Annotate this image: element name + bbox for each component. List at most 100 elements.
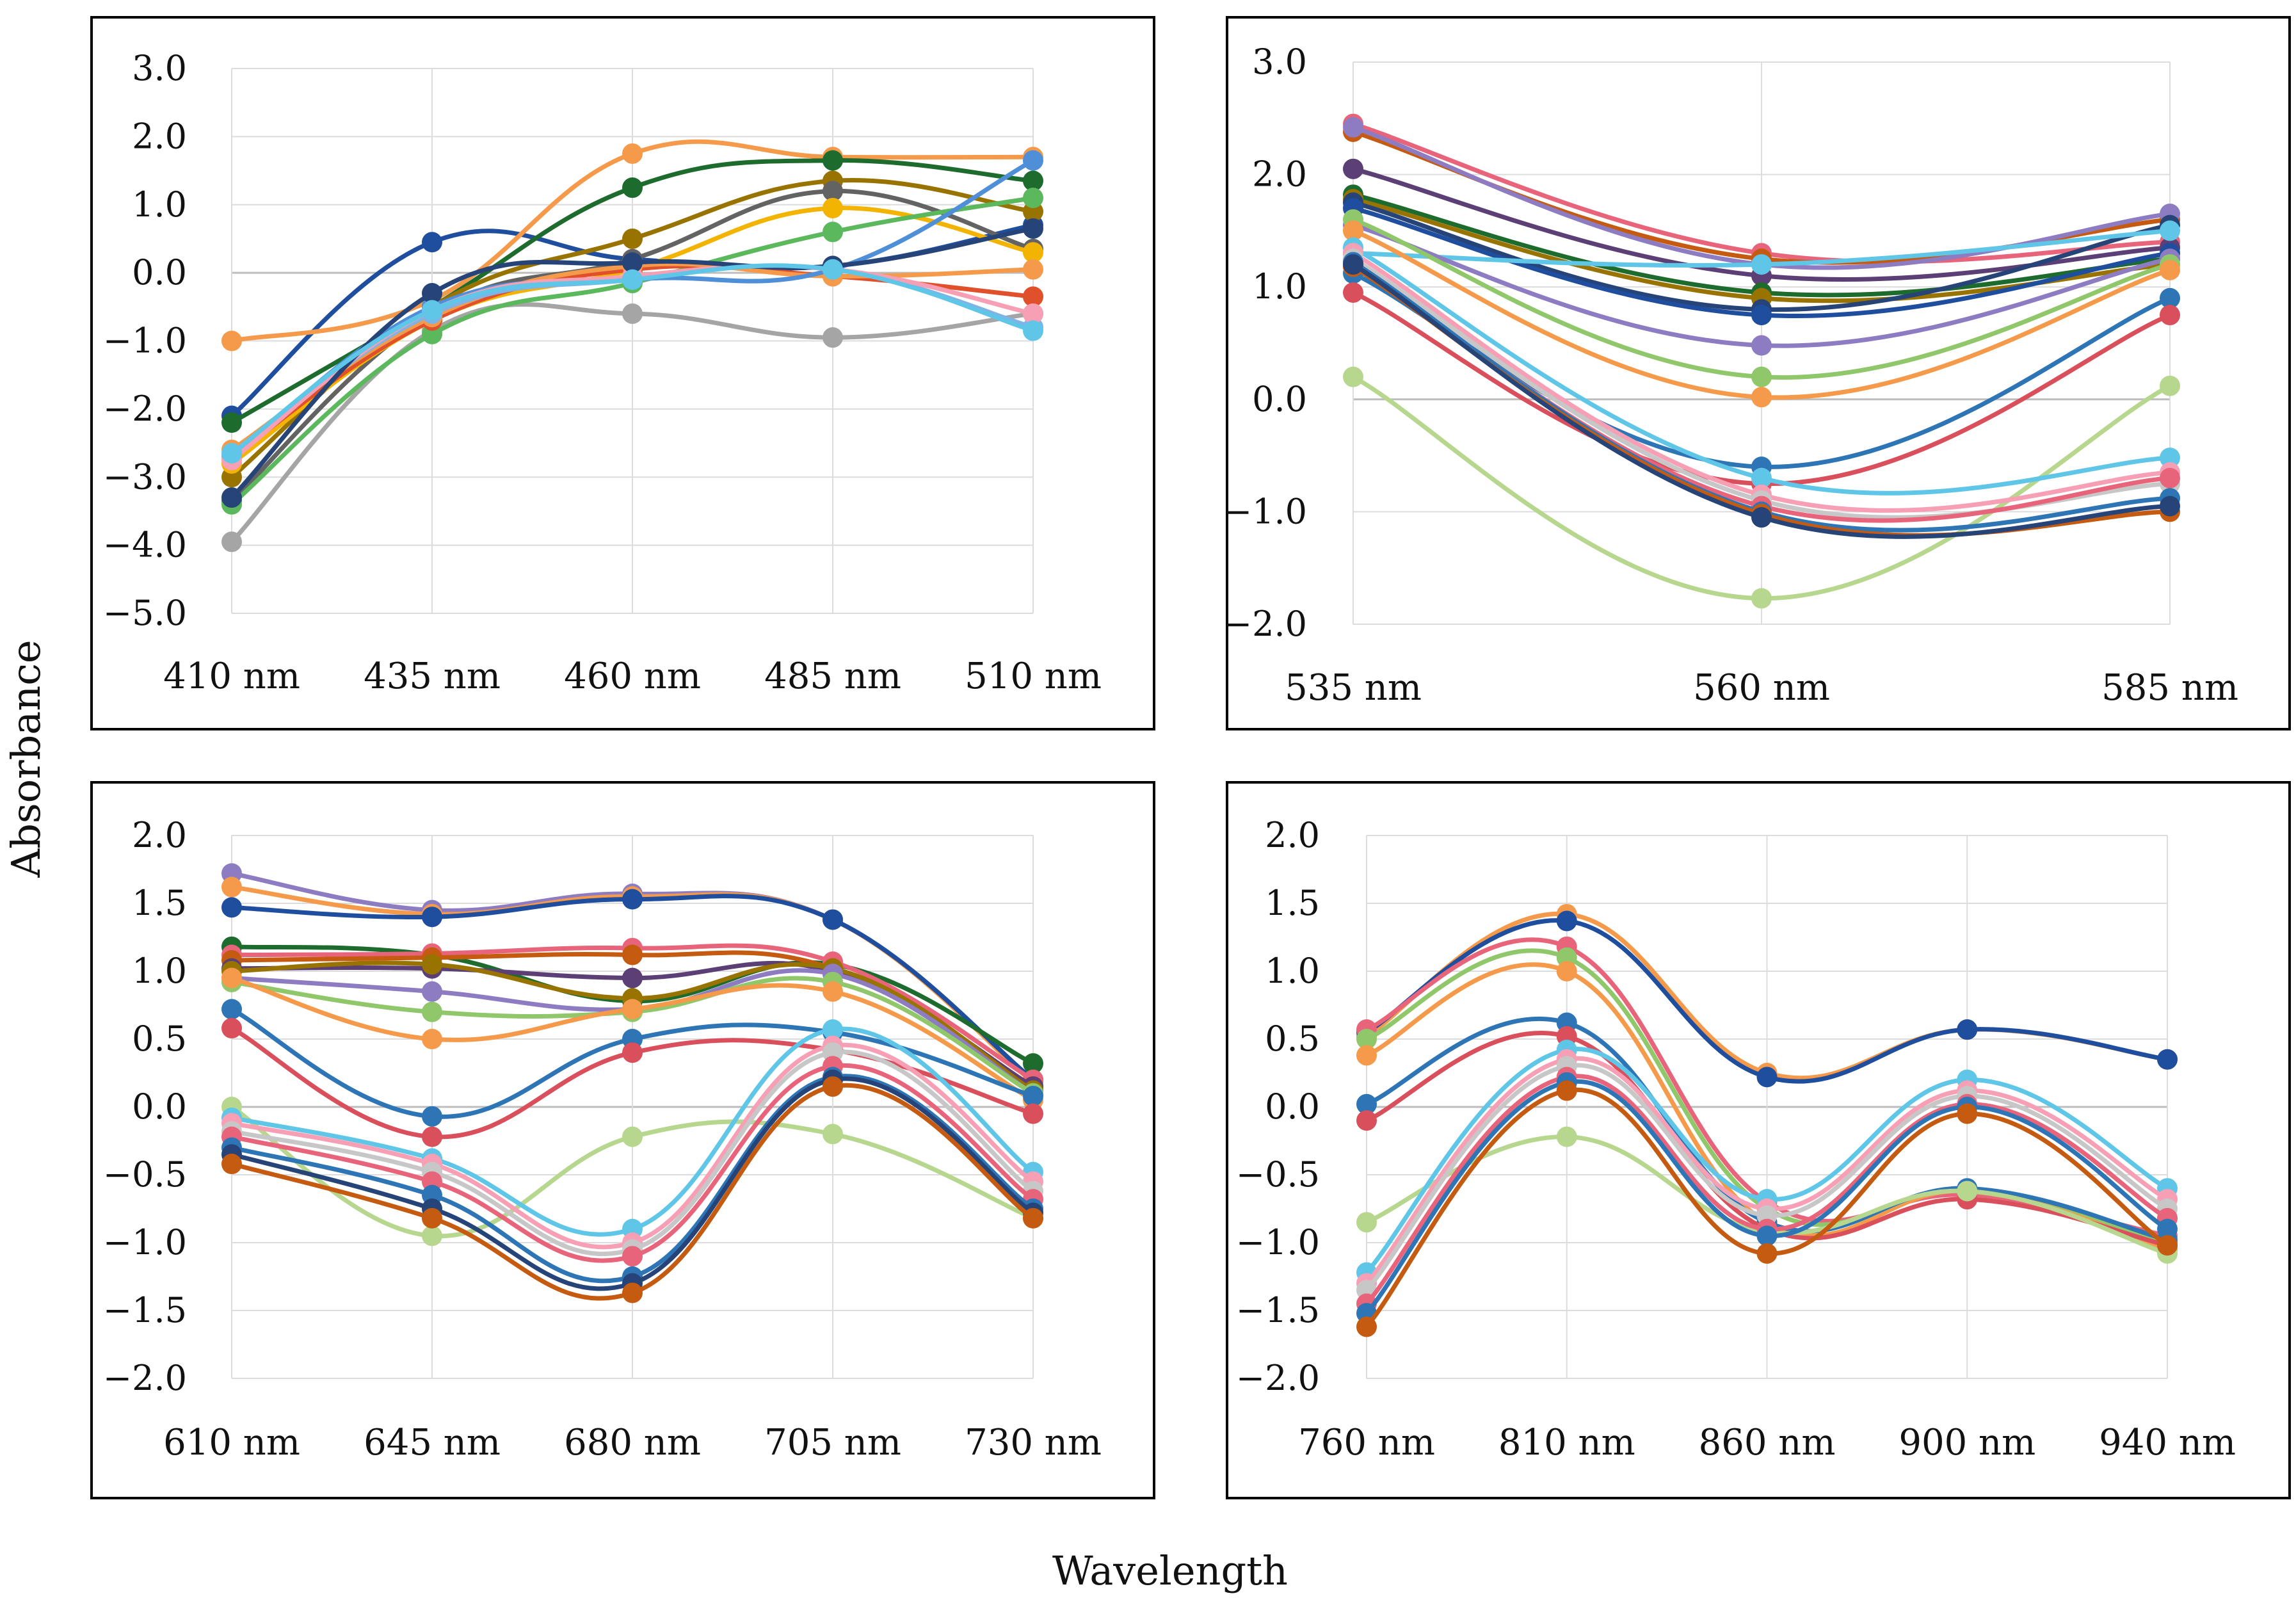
x-tick-label: 705 nm [764, 1422, 901, 1464]
x-tick-label: 410 nm [163, 656, 300, 697]
series-13-point-4 [1023, 1103, 1043, 1124]
x-axis-title: Wavelength [1052, 1547, 1288, 1594]
series-2-point-2 [1756, 1067, 1778, 1088]
y-tick-label: 1.5 [1265, 883, 1320, 923]
y-tick-label: −2.0 [1236, 1358, 1320, 1398]
y-tick-label: −1.0 [103, 1222, 187, 1262]
series-line-11 [1364, 1063, 2170, 1293]
series-9-point-2 [2160, 220, 2180, 241]
y-tick-label: −5.0 [103, 593, 187, 633]
series-3-point-0 [221, 531, 242, 552]
series-line-14 [229, 226, 1036, 500]
series-12-point-1 [1751, 387, 1772, 408]
series-14-point-2 [2160, 305, 2180, 326]
series-22-point-1 [1751, 507, 1772, 528]
series-13-point-2 [622, 1042, 643, 1063]
series-3-point-3 [823, 327, 843, 348]
series-22-point-2 [2160, 496, 2180, 517]
series-15-point-1 [422, 300, 442, 321]
chart-panels: 3.0 2.0 1.0 0.0 −1.0 −2.0 −3.0 −4.0 −5.0 410 nm 43… [90, 16, 2291, 1499]
series-3-point-0 [221, 897, 242, 918]
x-tick-label: 810 nm [1498, 1422, 1635, 1464]
series-7-point-2 [622, 967, 643, 988]
series-group [1343, 113, 2180, 609]
series-11-point-3 [823, 981, 843, 1002]
series-8-point-3 [823, 222, 843, 243]
series-line-3 [229, 302, 1036, 544]
series-4-point-4 [1023, 170, 1043, 191]
series-8-point-1 [1556, 1126, 1577, 1147]
series-15-point-2 [2160, 375, 2180, 396]
x-tick-label: 585 nm [2101, 667, 2238, 709]
series-line-3 [1364, 937, 2170, 1238]
series-5-point-2 [622, 228, 643, 249]
series-2-point-0 [221, 330, 242, 351]
series-13-point-0 [221, 1018, 242, 1039]
series-13-point-4 [1023, 303, 1043, 324]
series-line-21 [229, 1083, 1036, 1301]
series-18-point-2 [622, 1246, 643, 1267]
y-tick-label: −4.0 [103, 525, 187, 565]
series-13-point-1 [422, 1126, 442, 1147]
series-5-point-0 [1356, 1045, 1377, 1066]
series-5-point-1 [1556, 961, 1577, 981]
series-3-point-1 [422, 907, 442, 928]
y-tick-label: −2.0 [103, 1358, 187, 1398]
series-11-point-4 [1023, 150, 1043, 171]
y-tick-label: −1.5 [1236, 1290, 1320, 1330]
series-14-point-2 [1756, 1243, 1778, 1264]
series-4-point-4 [1023, 1053, 1043, 1074]
series-21-point-0 [221, 1154, 242, 1175]
series-3-point-3 [823, 909, 843, 930]
series-21-point-1 [422, 1207, 442, 1229]
series-6-point-0 [1356, 1093, 1377, 1115]
series-4-point-0 [1343, 158, 1363, 179]
series-14-point-4 [1023, 218, 1043, 239]
y-tick-label: 2.0 [132, 116, 187, 156]
series-2-point-1 [1556, 910, 1577, 932]
series-21-point-4 [1023, 1207, 1043, 1229]
series-6-point-3 [823, 181, 843, 202]
series-line-19 [229, 1074, 1036, 1284]
y-tick-label: −1.5 [103, 1290, 187, 1330]
x-tick-label: 485 nm [764, 656, 901, 697]
series-14-point-0 [1343, 282, 1363, 303]
series-15-point-1 [1751, 588, 1772, 609]
y-tick-label: 0.5 [1265, 1019, 1320, 1059]
x-tick-label: 680 nm [564, 1422, 701, 1464]
y-tick-label: −0.5 [103, 1154, 187, 1195]
series-line-3 [229, 894, 1036, 1083]
y-tick-label: 1.0 [132, 184, 187, 225]
series-3-point-0 [1343, 117, 1363, 138]
series-line-7 [1364, 1030, 2170, 1248]
chart-panel-bottom-left: 2.0 1.5 1.0 0.5 0.0 −0.5 −1.0 −1.5 −2.0 610 nm 645… [90, 781, 1155, 1499]
y-tick-label: −2.0 [1223, 604, 1307, 644]
series-line-9 [1364, 1046, 2170, 1275]
series-2-point-0 [221, 876, 242, 898]
series-group [221, 139, 1043, 552]
series-21-point-3 [823, 1076, 843, 1097]
series-4-point-2 [622, 177, 643, 198]
x-tick-label: 535 nm [1285, 667, 1422, 709]
series-10-point-4 [1023, 259, 1043, 280]
series-13-point-2 [1756, 1225, 1778, 1246]
x-tick-label: 610 nm [163, 1422, 300, 1464]
series-8-point-1 [422, 954, 442, 975]
series-line-4 [229, 158, 1036, 425]
x-tick-label: 560 nm [1693, 667, 1830, 709]
series-13-point-2 [2160, 287, 2180, 309]
y-tick-label: 3.0 [132, 48, 187, 88]
series-2-point-4 [2157, 1049, 2178, 1070]
series-line-8 [229, 195, 1036, 507]
series-4-point-0 [221, 412, 242, 433]
y-tick-label: 0.0 [1252, 379, 1307, 419]
series-14-point-3 [823, 1124, 843, 1145]
series-12-point-1 [422, 1106, 442, 1127]
series-12-point-0 [221, 999, 242, 1020]
series-line-12 [1364, 1074, 2170, 1306]
y-tick-label: 0.0 [1265, 1086, 1320, 1127]
panel-frame [90, 16, 1155, 730]
series-line-16 [229, 1042, 1036, 1250]
y-tick-label: 2.0 [1252, 154, 1307, 195]
